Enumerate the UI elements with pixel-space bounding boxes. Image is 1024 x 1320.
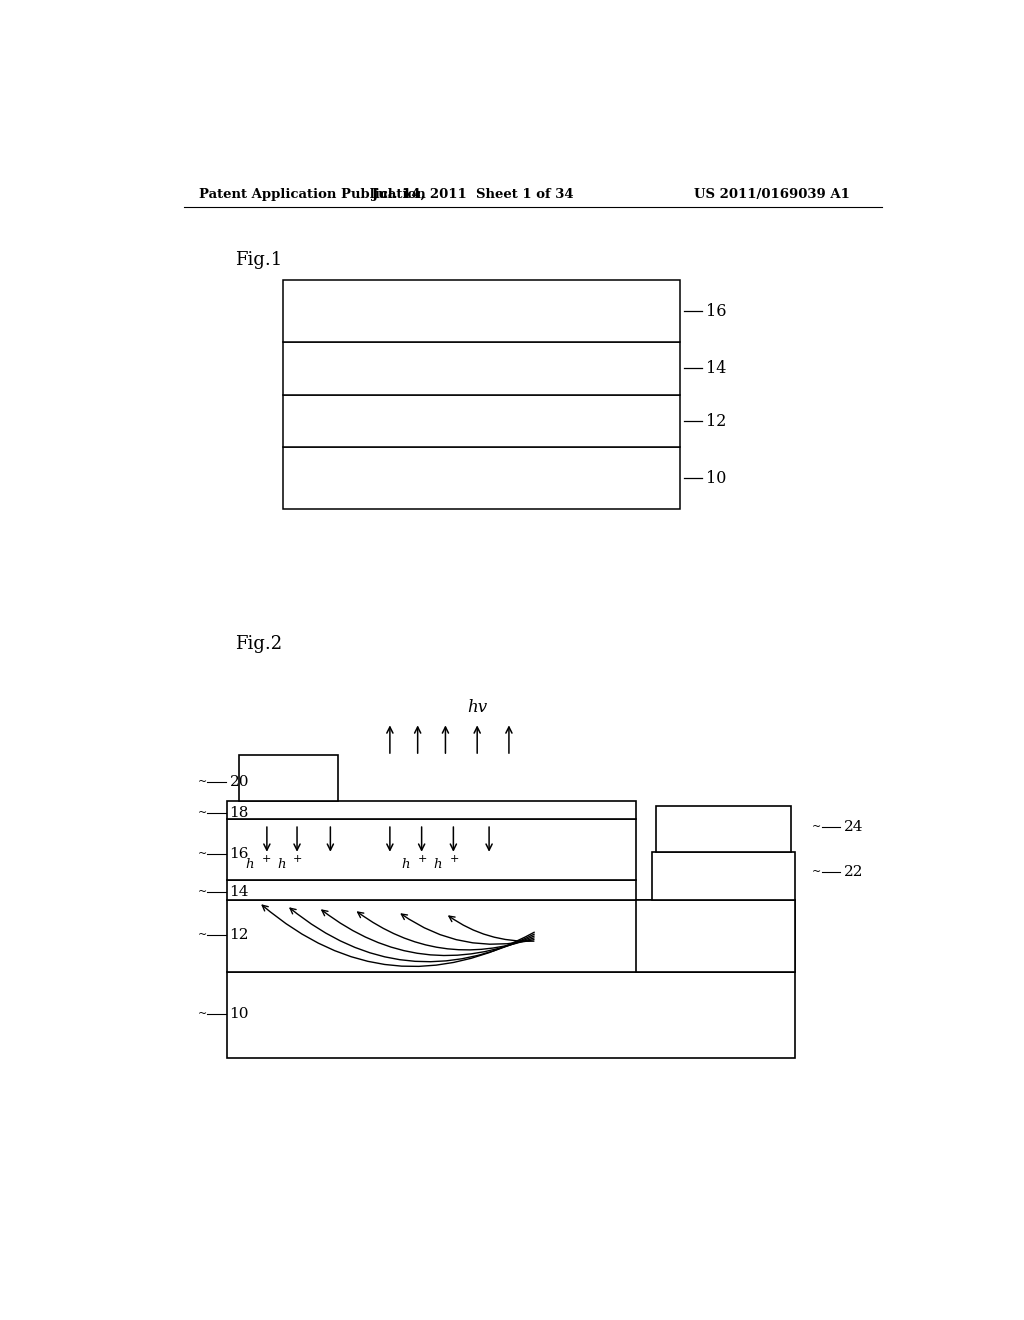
Text: 14: 14 xyxy=(706,360,726,378)
Text: ~: ~ xyxy=(198,808,207,818)
Text: ~: ~ xyxy=(812,867,821,876)
Bar xyxy=(283,280,680,342)
Text: Fig.2: Fig.2 xyxy=(236,635,283,653)
Text: 24: 24 xyxy=(844,820,863,834)
Text: ~: ~ xyxy=(198,777,207,788)
Bar xyxy=(227,880,636,900)
Text: 14: 14 xyxy=(229,886,249,899)
Text: 10: 10 xyxy=(229,1007,249,1022)
Text: 20: 20 xyxy=(229,775,249,789)
Text: ~: ~ xyxy=(198,887,207,898)
Bar xyxy=(227,801,636,818)
Text: ~: ~ xyxy=(812,822,821,832)
Text: 10: 10 xyxy=(706,470,726,487)
Text: ~: ~ xyxy=(198,929,207,940)
Text: +: + xyxy=(450,854,459,863)
Text: Jul. 14, 2011  Sheet 1 of 34: Jul. 14, 2011 Sheet 1 of 34 xyxy=(373,189,574,202)
Bar xyxy=(652,851,795,900)
Text: US 2011/0169039 A1: US 2011/0169039 A1 xyxy=(694,189,850,202)
Text: 16: 16 xyxy=(229,846,249,861)
Bar xyxy=(227,972,795,1057)
Bar xyxy=(227,818,636,880)
Text: +: + xyxy=(293,854,302,863)
Text: +: + xyxy=(418,854,427,863)
Text: 16: 16 xyxy=(706,302,726,319)
Text: 18: 18 xyxy=(229,807,249,820)
Bar xyxy=(283,447,680,510)
Text: hv: hv xyxy=(467,698,487,715)
Bar xyxy=(283,342,680,395)
Text: h: h xyxy=(278,858,286,871)
Text: +: + xyxy=(261,854,270,863)
Text: 12: 12 xyxy=(229,928,249,942)
Text: h: h xyxy=(246,858,254,871)
Bar xyxy=(636,900,795,972)
Text: 22: 22 xyxy=(844,865,863,879)
Text: ~: ~ xyxy=(198,1010,207,1019)
Bar xyxy=(655,805,791,851)
Bar xyxy=(227,900,795,972)
Bar xyxy=(240,755,338,801)
Text: 12: 12 xyxy=(706,413,726,429)
Text: h: h xyxy=(401,858,411,871)
Text: h: h xyxy=(433,858,442,871)
Text: Fig.1: Fig.1 xyxy=(236,251,283,269)
Text: ~: ~ xyxy=(198,849,207,858)
Bar xyxy=(283,395,680,447)
Text: Patent Application Publication: Patent Application Publication xyxy=(200,189,426,202)
